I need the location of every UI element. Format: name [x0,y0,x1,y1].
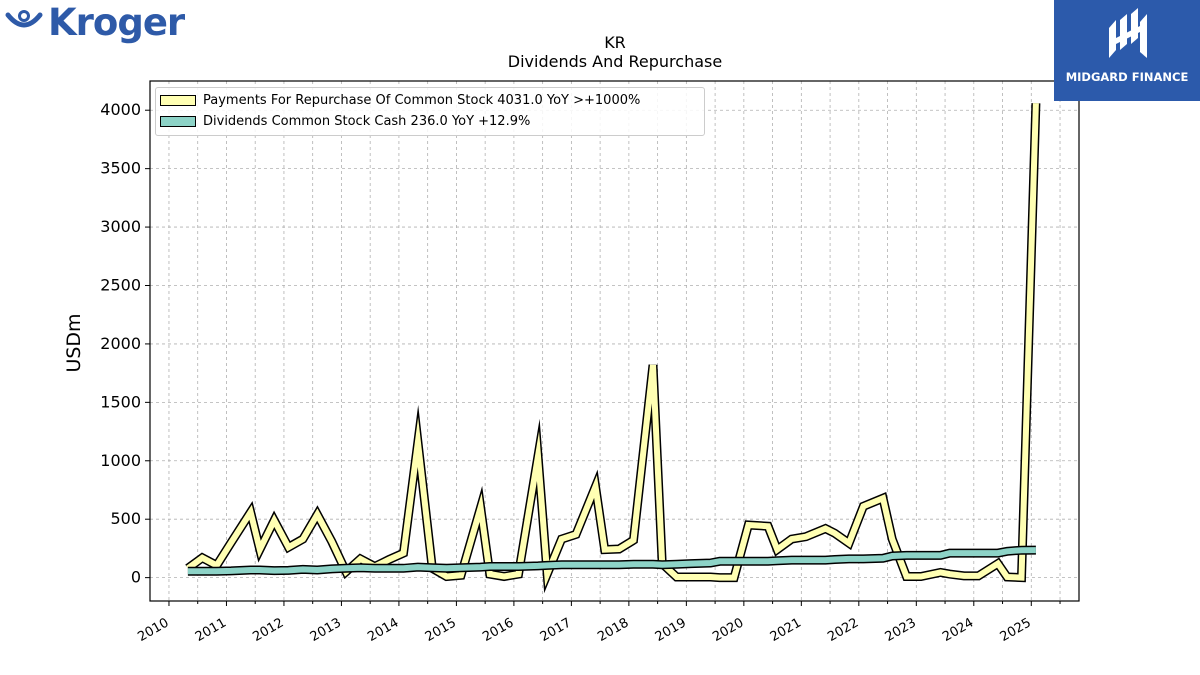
x-tick-label: 2020 [710,615,746,645]
legend-swatch-repurchase [160,95,196,106]
x-tick-label: 2022 [825,615,861,645]
legend-label-repurchase: Payments For Repurchase Of Common Stock … [203,93,641,108]
y-tick-label: 500 [110,509,141,528]
y-tick-label: 0 [131,568,141,587]
x-tick-label: 2023 [883,615,919,645]
series-outline-0 [185,103,1041,594]
midgard-finance-watermark: MIDGARD FINANCE [1054,0,1200,101]
y-tick-label: 3000 [100,217,141,236]
y-tick-label: 2000 [100,334,141,353]
y-axis-label: USDm [63,313,85,372]
y-axis: 0 500 1000 1500 2000 2500 3000 3500 4000 [100,100,150,587]
x-tick-label: 2017 [538,615,574,645]
x-tick-label: 2015 [423,615,459,645]
brand-name: Kroger [48,1,185,44]
x-tick-label: 2011 [193,615,229,645]
chart-subtitle: Dividends And Repurchase [507,52,723,71]
y-tick-label: 1500 [100,392,141,411]
x-tick-label: 2016 [480,615,516,645]
x-axis: 2010 2011 2012 2013 2014 2015 2016 2017 2018 2019… [135,601,1061,645]
plot-frame [149,80,1080,602]
x-tick-label: 2012 [250,615,286,645]
watermark-text: MIDGARD FINANCE [1065,70,1189,84]
x-tick-label: 2025 [998,615,1034,645]
x-tick-label: 2013 [308,615,344,645]
y-tick-label: 3500 [100,159,141,178]
x-tick-label: 2010 [135,615,171,645]
grid-lines [150,81,1079,601]
x-tick-label: 2019 [653,615,689,645]
chart-title: KR [604,33,626,52]
series-line-0 [186,103,1039,587]
series-line-1 [187,547,1036,575]
legend-item-dividends: Dividends Common Stock Cash 236.0 YoY +1… [160,114,530,129]
y-tick-label: 2500 [100,275,141,294]
x-tick-label: 2021 [768,615,804,645]
x-tick-label: 2018 [595,615,631,645]
kroger-mark-icon [5,9,43,27]
y-tick-label: 4000 [100,100,141,119]
legend-item-repurchase: Payments For Repurchase Of Common Stock … [160,93,640,108]
legend-label-dividends: Dividends Common Stock Cash 236.0 YoY +1… [203,114,531,129]
legend: Payments For Repurchase Of Common Stock … [155,87,705,136]
series-layer [185,103,1041,594]
x-tick-label: 2014 [365,615,401,645]
legend-swatch-dividends [160,116,196,127]
kroger-logo: Kroger [4,1,185,44]
y-tick-label: 1000 [100,451,141,470]
midgard-logo-icon [1109,8,1147,58]
x-tick-label: 2024 [940,615,976,645]
